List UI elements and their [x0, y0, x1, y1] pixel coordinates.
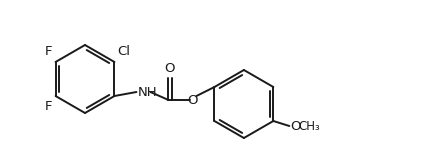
Text: O: O — [291, 119, 301, 133]
Text: CH₃: CH₃ — [298, 119, 320, 133]
Text: NH: NH — [138, 85, 157, 98]
Text: O: O — [165, 62, 175, 75]
Text: Cl: Cl — [118, 45, 130, 58]
Text: F: F — [45, 45, 52, 58]
Text: F: F — [45, 100, 52, 113]
Text: O: O — [187, 94, 198, 106]
